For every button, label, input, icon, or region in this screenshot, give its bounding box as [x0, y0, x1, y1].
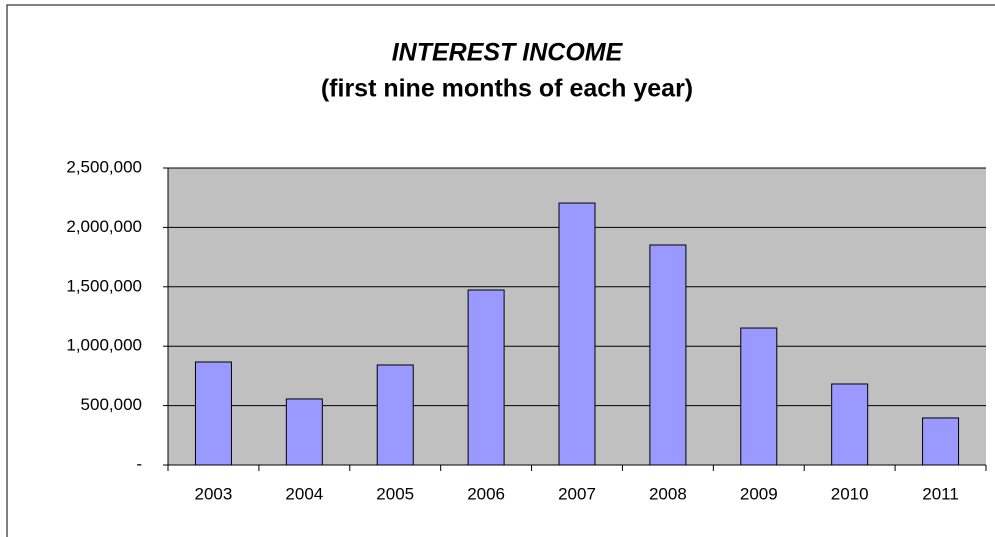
x-tick-label: 2011 [922, 484, 959, 503]
y-tick-label: 1,000,000 [66, 336, 142, 355]
bar [922, 417, 960, 466]
x-tick-label: 2008 [649, 484, 687, 503]
chart-title: INTEREST INCOME [392, 39, 624, 67]
y-tick-label: 2,000,000 [66, 217, 142, 236]
x-tick-label: 2005 [376, 484, 414, 503]
x-tick-label: 2003 [195, 484, 233, 503]
x-tick-label: 2010 [831, 484, 869, 503]
bar [285, 398, 323, 466]
y-tick-label: - [136, 454, 142, 473]
chart-subtitle: (first nine months of each year) [321, 75, 693, 103]
y-tick-label: 2,500,000 [66, 157, 142, 176]
bar [558, 202, 596, 466]
x-tick-label: 2009 [740, 484, 778, 503]
bar [649, 244, 687, 466]
y-tick-label: 1,500,000 [66, 276, 142, 295]
x-tick-label: 2006 [467, 484, 505, 503]
bar [376, 364, 414, 466]
x-tick-label: 2004 [285, 484, 323, 503]
bar [467, 289, 505, 466]
bar [831, 383, 869, 466]
x-tick-label: 2007 [558, 484, 596, 503]
bar [194, 361, 232, 466]
bar [740, 327, 778, 466]
y-tick-label: 500,000 [81, 395, 142, 414]
